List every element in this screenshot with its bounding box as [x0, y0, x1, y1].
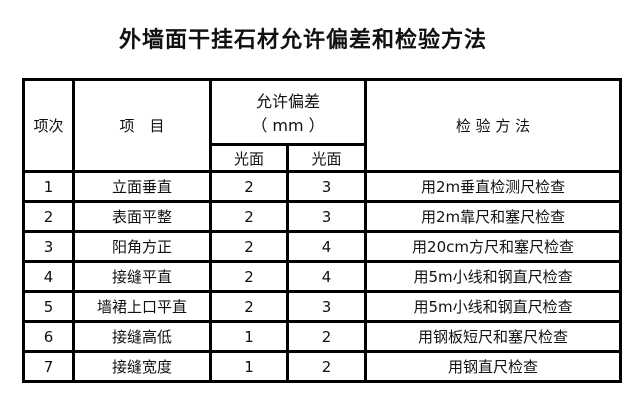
cell-index: 6 [22, 320, 75, 353]
cell-item: 表面平整 [72, 200, 212, 233]
cell-method: 用钢板短尺和塞尺检查 [364, 320, 623, 353]
cell-method: 用5m小线和钢直尺检查 [364, 290, 623, 323]
cell-item: 接缝宽度 [72, 350, 212, 383]
tolerance-table: 项次 项 目 允许偏差 （ mm ） 检 验 方 法 光面 光面 1 立面垂直 2 3… [22, 78, 623, 383]
cell-index: 4 [22, 260, 75, 293]
cell-index: 1 [22, 170, 75, 203]
cell-tolerance-2: 3 [285, 290, 368, 323]
header-tolerance: 允许偏差 （ mm ） [208, 78, 368, 146]
table-row: 7 接缝宽度 1 2 用钢直尺检查 [22, 350, 623, 383]
cell-item: 接缝高低 [72, 320, 212, 353]
cell-method: 用2m垂直检测尺检查 [364, 170, 623, 203]
cell-tolerance-1: 1 [209, 320, 289, 353]
header-index: 项次 [22, 78, 75, 173]
cell-index: 3 [22, 230, 75, 263]
cell-method: 用钢直尺检查 [364, 350, 623, 383]
cell-tolerance-2: 3 [285, 170, 368, 203]
cell-tolerance-1: 2 [209, 170, 289, 203]
table-row: 5 墙裙上口平直 2 3 用5m小线和钢直尺检查 [22, 290, 623, 323]
cell-index: 5 [22, 290, 75, 323]
cell-index: 2 [22, 200, 75, 233]
cell-item: 立面垂直 [72, 170, 212, 203]
cell-method: 用2m靠尺和塞尺检查 [364, 200, 623, 233]
header-method: 检 验 方 法 [364, 78, 623, 173]
cell-tolerance-2: 4 [285, 260, 368, 293]
cell-tolerance-1: 2 [209, 230, 289, 263]
cell-tolerance-1: 2 [209, 290, 289, 323]
table-row: 4 接缝平直 2 4 用5m小线和钢直尺检查 [22, 260, 623, 293]
header-tolerance-label: 允许偏差 [256, 92, 321, 111]
cell-index: 7 [22, 350, 75, 383]
header-item: 项 目 [72, 78, 212, 173]
header-tolerance-unit: （ mm ） [251, 116, 325, 135]
cell-tolerance-1: 1 [209, 350, 289, 383]
cell-item: 接缝平直 [72, 260, 212, 293]
table-row: 1 立面垂直 2 3 用2m垂直检测尺检查 [22, 170, 623, 203]
header-sub-1: 光面 [209, 143, 289, 173]
document-title: 外墙面干挂石材允许偏差和检验方法 [118, 28, 487, 53]
cell-tolerance-1: 2 [209, 200, 289, 233]
cell-method: 用20cm方尺和塞尺检查 [364, 230, 623, 263]
cell-item: 墙裙上口平直 [72, 290, 212, 323]
header-sub-2: 光面 [285, 143, 368, 173]
cell-tolerance-2: 3 [285, 200, 368, 233]
cell-tolerance-2: 4 [285, 230, 368, 263]
cell-method: 用5m小线和钢直尺检查 [364, 260, 623, 293]
table-row: 2 表面平整 2 3 用2m靠尺和塞尺检查 [22, 200, 623, 233]
cell-tolerance-1: 2 [209, 260, 289, 293]
cell-tolerance-2: 2 [285, 350, 368, 383]
cell-tolerance-2: 2 [285, 320, 368, 353]
cell-item: 阳角方正 [72, 230, 212, 263]
table-row: 3 阳角方正 2 4 用20cm方尺和塞尺检查 [22, 230, 623, 263]
table-row: 6 接缝高低 1 2 用钢板短尺和塞尺检查 [22, 320, 623, 353]
